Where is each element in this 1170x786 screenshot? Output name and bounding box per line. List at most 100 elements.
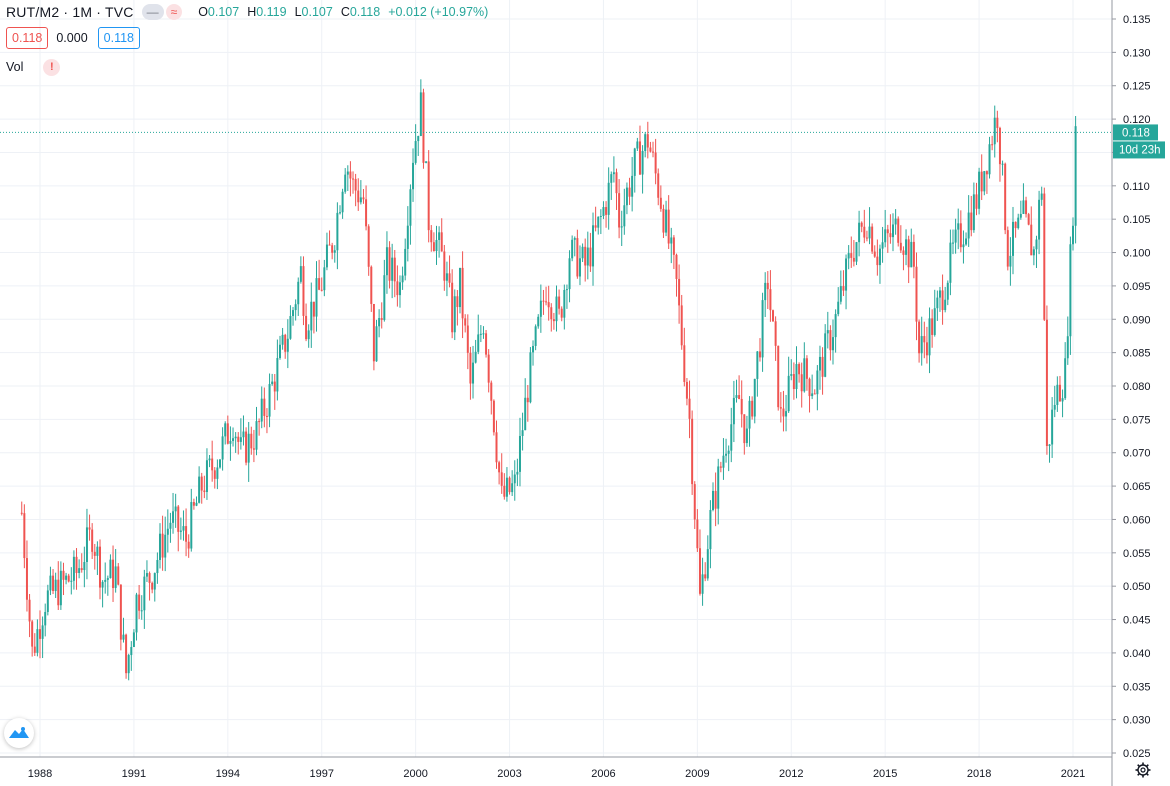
candle-body	[65, 575, 68, 580]
candle-body	[1066, 336, 1069, 359]
candle-body	[242, 431, 245, 438]
candle	[628, 177, 631, 205]
candle	[250, 426, 253, 455]
candle-body	[772, 310, 775, 322]
candle	[237, 432, 240, 455]
candle	[492, 399, 495, 436]
candle-body	[753, 378, 756, 417]
gear-icon[interactable]	[1133, 760, 1153, 780]
volume-label[interactable]: Vol	[6, 60, 24, 74]
candle	[1045, 305, 1048, 455]
candle	[816, 365, 819, 411]
candle-body	[359, 197, 362, 203]
candle-body	[200, 476, 203, 491]
candle	[832, 319, 835, 365]
candle-body	[226, 423, 229, 444]
candle	[672, 235, 675, 270]
candle-body	[98, 546, 101, 588]
candle-body	[863, 226, 866, 238]
candle-body	[985, 171, 988, 175]
flat-line-toggle[interactable]: —	[141, 4, 164, 20]
candle-body	[899, 242, 902, 251]
candle-body	[618, 193, 621, 228]
candle-body	[412, 162, 415, 190]
candle-body	[62, 570, 65, 580]
candle	[417, 135, 420, 156]
value-box-blue[interactable]: 0.118	[97, 27, 140, 49]
candle-body	[957, 223, 960, 230]
candle-body	[1061, 398, 1064, 402]
candle-body	[495, 432, 498, 463]
candle-body	[944, 299, 947, 311]
candle	[719, 461, 722, 473]
candle-body	[229, 440, 232, 444]
candle-body	[594, 225, 597, 228]
candle-body	[33, 646, 36, 653]
candle-body	[445, 273, 448, 281]
candle	[894, 209, 897, 235]
candle-body	[422, 92, 425, 163]
candle-body	[67, 575, 70, 582]
candle	[649, 141, 652, 153]
candle-body	[545, 301, 548, 303]
candle	[636, 137, 639, 152]
candle	[67, 573, 70, 583]
candle	[560, 306, 563, 322]
y-tick-label: 0.120	[1123, 114, 1151, 126]
candle-body	[153, 573, 156, 590]
candle	[229, 426, 232, 461]
candle	[524, 378, 527, 431]
candle-body	[31, 621, 34, 647]
x-tick-label: 2003	[497, 768, 521, 780]
compare-toggle[interactable]: ≈	[165, 4, 183, 20]
candle-body	[683, 345, 686, 382]
candle	[782, 390, 785, 432]
candle-body	[305, 315, 308, 340]
close-value: 0.118	[349, 5, 381, 19]
tradingview-logo-icon[interactable]	[4, 718, 34, 748]
candle-body	[680, 305, 683, 346]
candle	[505, 467, 508, 502]
candle	[307, 324, 310, 348]
time-axis[interactable]: 1988 1991 1994 1997 2000 2003 2006 2009 2012 2015…	[28, 768, 1085, 780]
candle-body	[847, 253, 850, 259]
candle-body	[1009, 255, 1012, 267]
candle-body	[474, 351, 477, 363]
candle	[597, 216, 600, 235]
candle	[1030, 206, 1033, 256]
warning-icon[interactable]: !	[43, 58, 61, 76]
candle-body	[691, 418, 694, 485]
candle	[657, 168, 660, 206]
low-key: L	[294, 5, 302, 19]
candle	[338, 205, 341, 215]
candle-body	[91, 529, 94, 552]
candle	[482, 326, 485, 339]
candle-body	[1014, 221, 1017, 229]
candle-body	[555, 296, 558, 322]
candle	[542, 289, 545, 315]
candle	[464, 314, 467, 333]
candle-body	[829, 330, 832, 351]
candle-body	[623, 205, 626, 227]
y-tick-label: 0.085	[1123, 348, 1151, 360]
candle-body	[774, 321, 777, 346]
candle	[941, 274, 944, 325]
candle	[638, 125, 641, 176]
candle-body	[701, 574, 704, 594]
candle-body	[876, 256, 879, 266]
candle	[80, 553, 83, 573]
candle	[156, 552, 159, 584]
candle	[1035, 235, 1038, 268]
candle	[226, 415, 229, 445]
candle-body	[592, 225, 595, 267]
candle	[1006, 226, 1009, 271]
symbol-title[interactable]: RUT/M2 · 1M · TVC	[6, 4, 134, 20]
candle-body	[785, 411, 788, 417]
candle-body	[192, 502, 195, 506]
value-box-red[interactable]: 0.118	[6, 27, 49, 49]
candle-body	[518, 435, 521, 472]
candle	[818, 345, 821, 390]
candle-body	[1032, 249, 1035, 256]
candle	[654, 138, 657, 185]
